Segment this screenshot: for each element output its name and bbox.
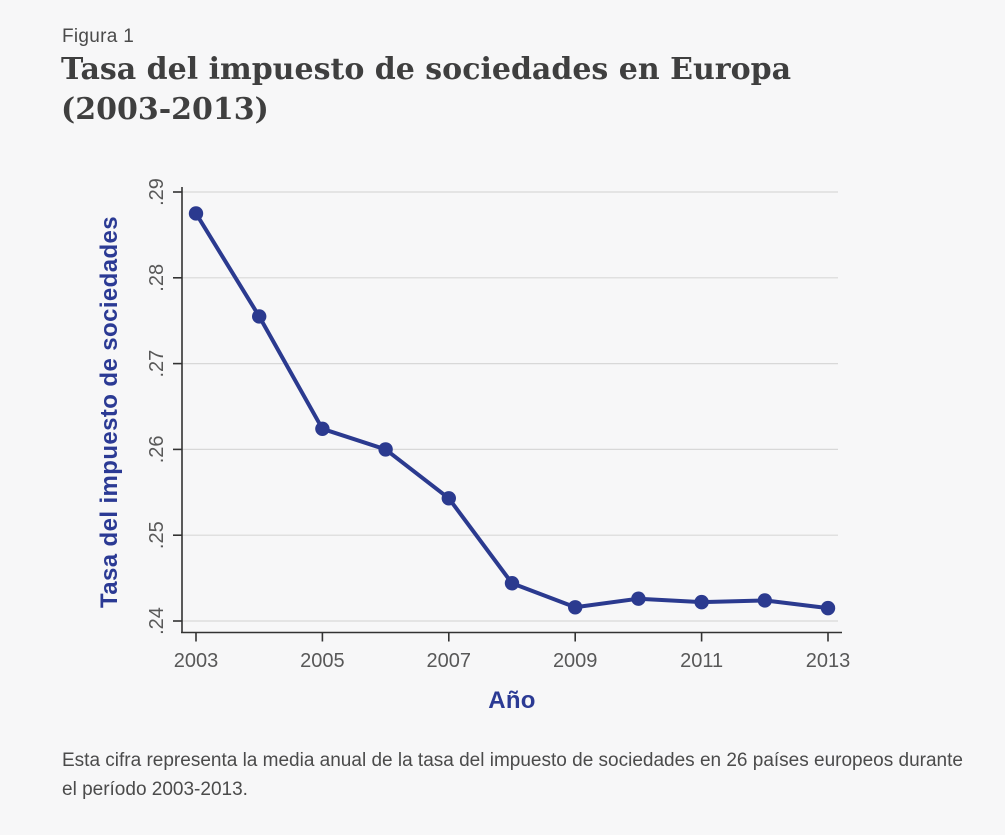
x-tick-label: 2005 <box>300 650 345 672</box>
data-point <box>820 600 836 616</box>
y-tick-label: .25 <box>146 521 168 549</box>
figure-label: Figura 1 <box>62 26 135 47</box>
data-point <box>631 591 646 606</box>
y-tick-label: .27 <box>146 350 168 378</box>
data-point <box>694 594 709 610</box>
data-point <box>757 593 772 608</box>
data-point <box>188 206 204 221</box>
data-point <box>504 576 520 591</box>
x-tick-label: 2013 <box>806 650 851 672</box>
chart-title: Tasa del impuesto de sociedades en Europ… <box>61 50 941 129</box>
x-tick-label: 2009 <box>553 650 598 672</box>
figure-caption: Esta cifra representa la media anual de … <box>62 750 963 801</box>
x-tick-label: 2007 <box>427 650 472 672</box>
y-tick-label: .26 <box>146 435 168 463</box>
data-point <box>378 442 393 457</box>
y-tick-label: .29 <box>146 178 168 206</box>
y-tick-label: .28 <box>146 264 168 292</box>
data-point <box>441 491 456 506</box>
chart-title-line1: Tasa del impuesto de sociedades en Europ… <box>61 52 792 87</box>
data-point <box>315 421 330 437</box>
y-tick-label: .24 <box>146 607 168 635</box>
data-line <box>194 211 830 611</box>
x-tick-label: 2011 <box>680 650 723 672</box>
x-axis-title: Año <box>488 687 536 714</box>
x-tick-label: 2003 <box>174 650 219 672</box>
y-axis-title: Tasa del impuesto de sociedades <box>96 215 123 609</box>
chart-title-line2: (2003-2013) <box>61 91 269 127</box>
data-point <box>252 309 267 324</box>
line-chart: .24 .25 .26 .27 .28 .29 2003 2005 2007 2009 2011 20… <box>146 178 851 672</box>
data-point <box>568 600 583 615</box>
